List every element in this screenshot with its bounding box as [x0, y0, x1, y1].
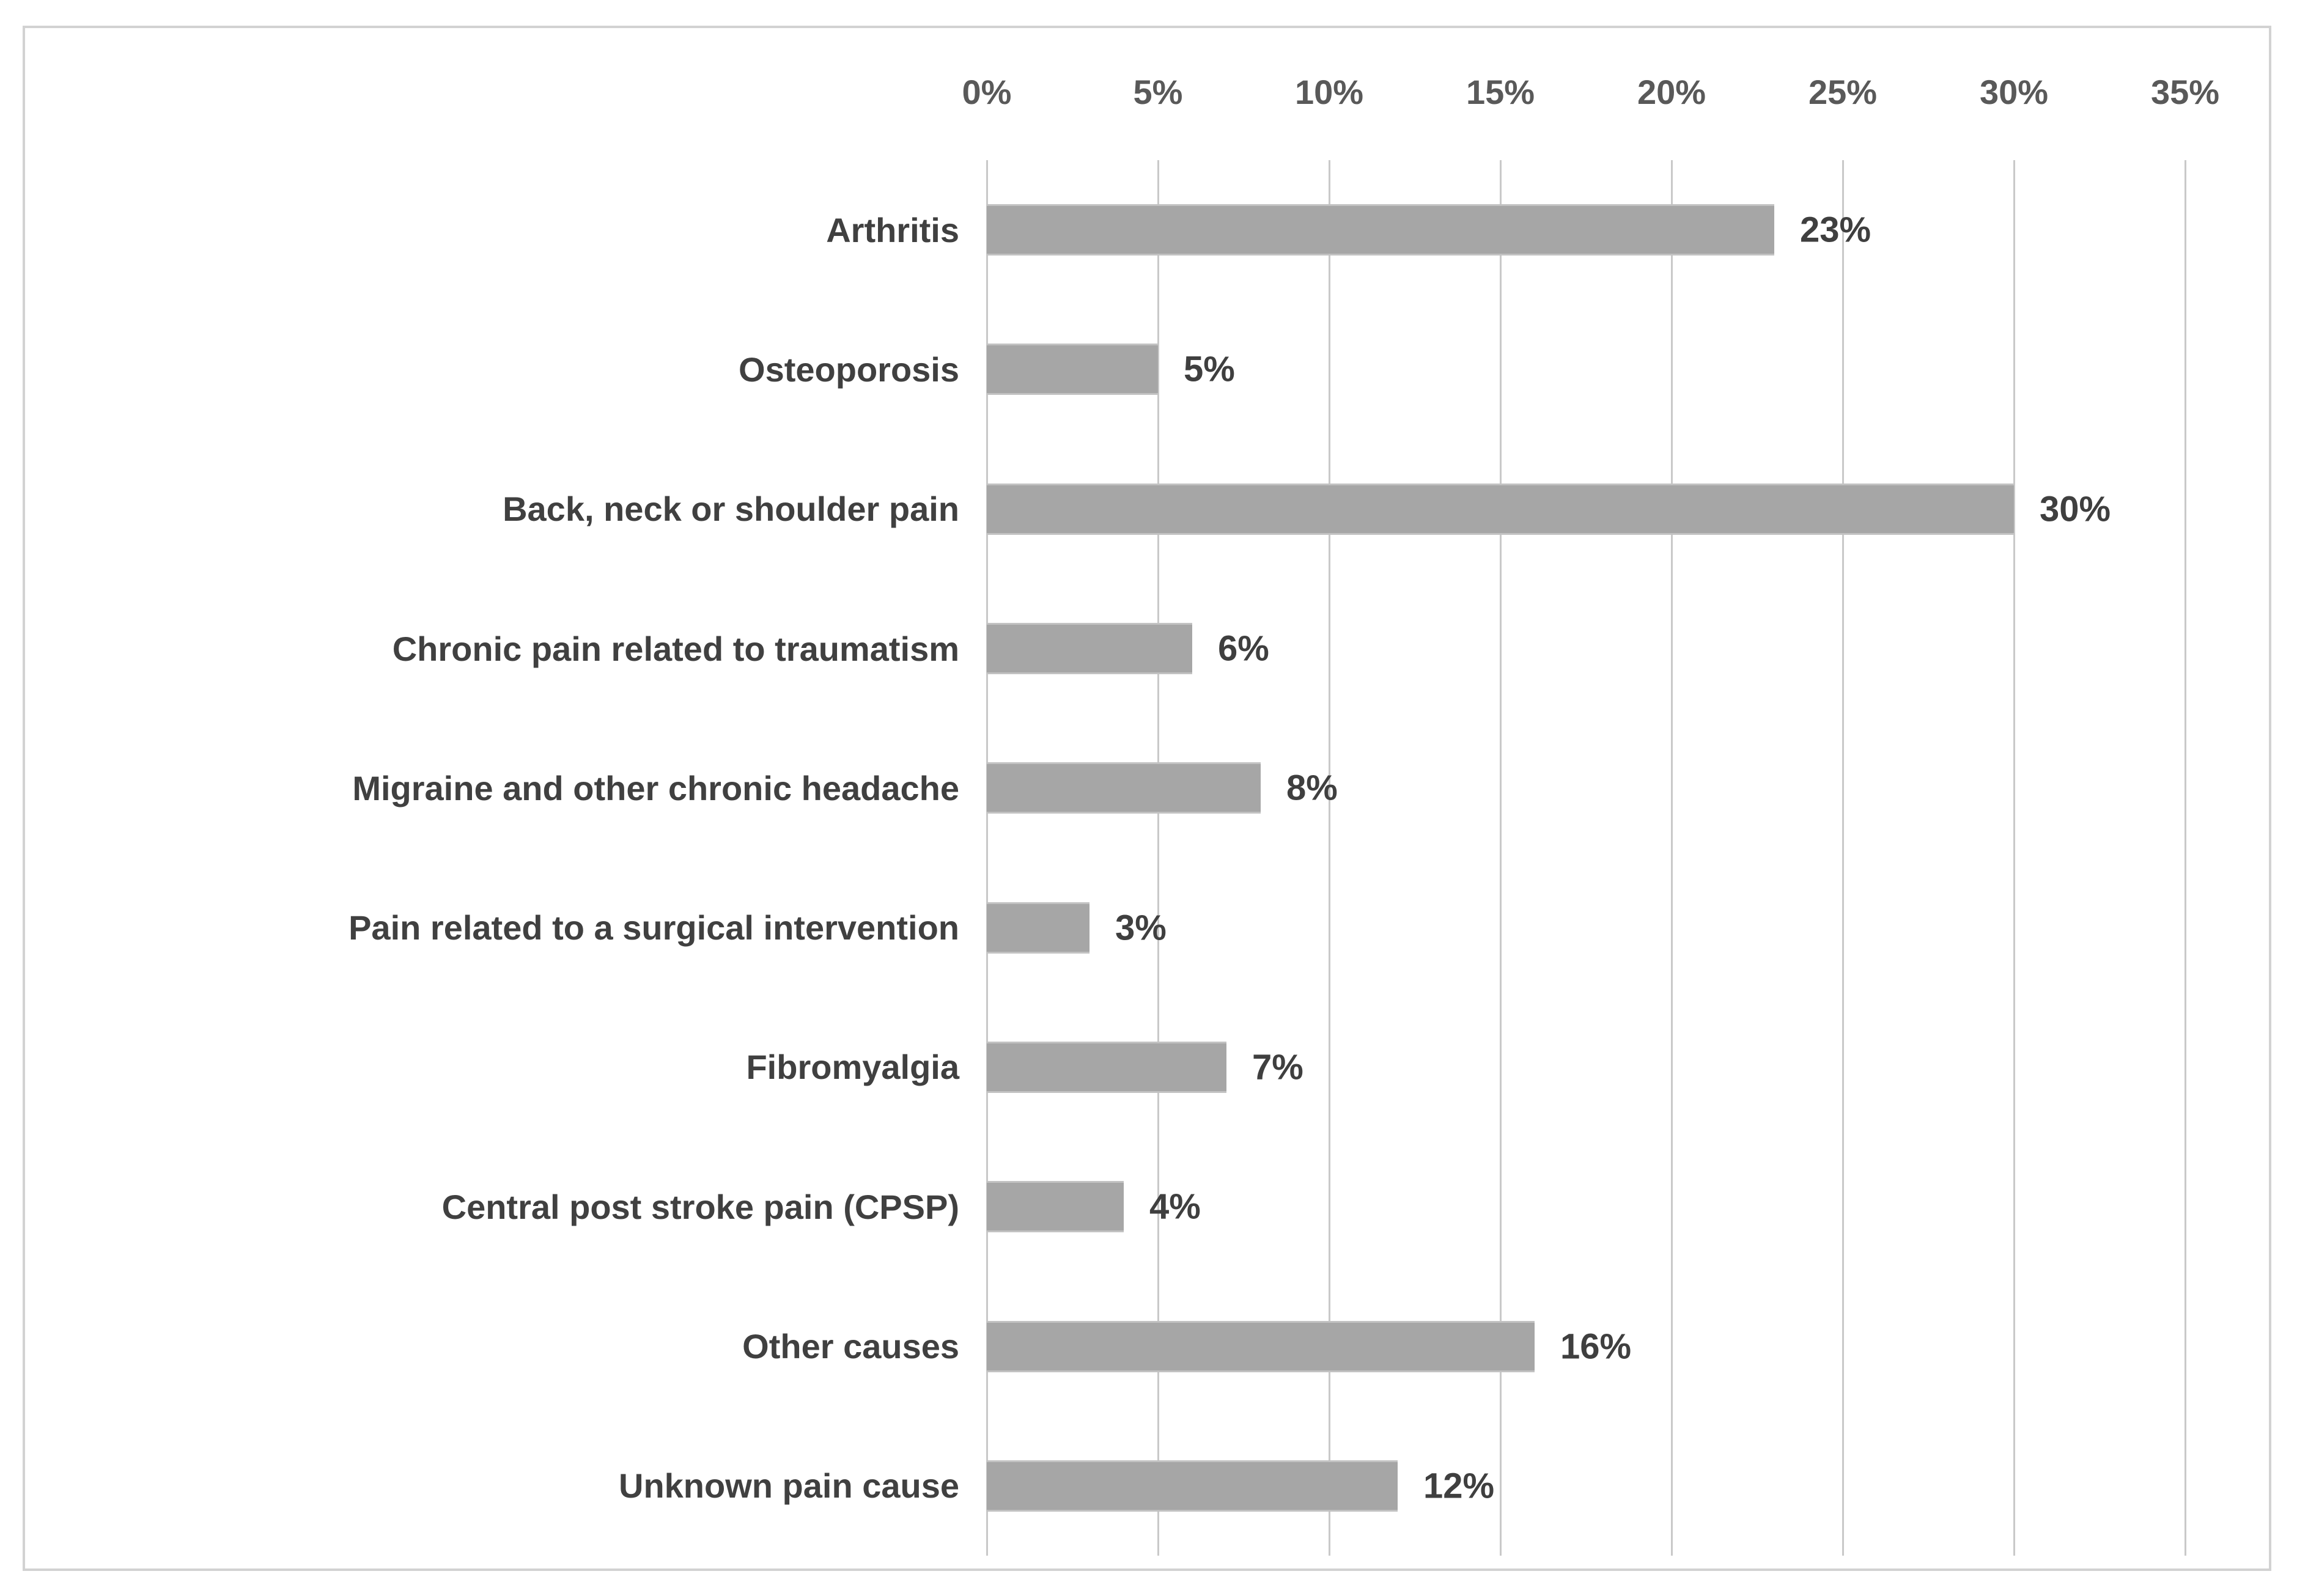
- bar-row: Pain related to a surgical intervention …: [25, 858, 2264, 997]
- category-label: Back, neck or shoulder pain: [503, 490, 959, 529]
- category-label: Central post stroke pain (CPSP): [441, 1187, 959, 1226]
- bar: [987, 1041, 1226, 1093]
- category-label: Pain related to a surgical intervention: [348, 908, 959, 947]
- bar: [987, 344, 1158, 395]
- bar: [987, 483, 2014, 535]
- bar: [987, 1320, 1535, 1372]
- bar-row: Osteoporosis 5%: [25, 300, 2264, 439]
- value-label: 5%: [1184, 349, 1235, 389]
- value-label: 30%: [2040, 489, 2111, 529]
- x-axis-tick-label: 5%: [1133, 73, 1183, 111]
- bar: [987, 623, 1192, 675]
- category-label: Osteoporosis: [739, 350, 959, 389]
- bar-row: Other causes 16%: [25, 1276, 2264, 1416]
- value-label: 7%: [1252, 1047, 1303, 1087]
- value-label: 6%: [1218, 628, 1269, 669]
- bar-track: 5%: [987, 300, 2185, 439]
- bar-row: Back, neck or shoulder pain 30%: [25, 439, 2264, 579]
- bar: [987, 762, 1261, 814]
- gridline: [986, 160, 988, 1556]
- bar-row: Chronic pain related to traumatism 6%: [25, 579, 2264, 718]
- value-label: 12%: [1423, 1466, 1495, 1506]
- bar-row: Unknown pain cause 12%: [25, 1416, 2264, 1556]
- plot-area: [986, 160, 2186, 1556]
- gridline: [2013, 160, 2015, 1556]
- x-axis-tick-label: 0%: [962, 73, 1012, 111]
- bar-track: 30%: [987, 439, 2185, 579]
- bar-rows: Arthritis 23% Osteoporosis 5% Back, neck…: [25, 160, 2264, 1556]
- bar-track: 6%: [987, 579, 2185, 718]
- bar-row: Arthritis 23%: [25, 160, 2264, 300]
- category-label: Fibromyalgia: [746, 1048, 959, 1087]
- x-axis-tick-label: 20%: [1637, 73, 1706, 111]
- bar-track: 4%: [987, 1137, 2185, 1276]
- gridline: [1157, 160, 1159, 1556]
- value-label: 4%: [1149, 1186, 1201, 1227]
- bar-chart: 0% 5% 10% 15% 20% 25% 30% 35% Arthritis 23% Ost…: [23, 26, 2271, 1571]
- category-label: Migraine and other chronic headache: [352, 768, 959, 807]
- x-axis-tick-label: 15%: [1466, 73, 1535, 111]
- gridline: [1671, 160, 1673, 1556]
- value-label: 23%: [1800, 210, 1871, 250]
- x-axis-tick-label: 30%: [1979, 73, 2049, 111]
- bar: [987, 204, 1774, 256]
- gridline: [1329, 160, 1330, 1556]
- gridline: [2185, 160, 2186, 1556]
- bar-track: 3%: [987, 858, 2185, 997]
- bar: [987, 1460, 1398, 1512]
- x-axis-tick-label: 25%: [1808, 73, 1878, 111]
- bar-track: 16%: [987, 1276, 2185, 1416]
- bar-row: Central post stroke pain (CPSP) 4%: [25, 1137, 2264, 1276]
- bar-track: 23%: [987, 160, 2185, 300]
- bar-row: Migraine and other chronic headache 8%: [25, 718, 2264, 858]
- bar-track: 8%: [987, 718, 2185, 858]
- bar: [987, 1181, 1124, 1233]
- value-label: 8%: [1286, 768, 1338, 808]
- category-label: Chronic pain related to traumatism: [392, 629, 959, 668]
- gridline: [1842, 160, 1844, 1556]
- value-label: 3%: [1115, 908, 1167, 948]
- category-label: Unknown pain cause: [619, 1466, 959, 1506]
- bar: [987, 902, 1090, 954]
- category-label: Arthritis: [826, 210, 959, 249]
- category-label: Other causes: [742, 1327, 959, 1366]
- bar-track: 7%: [987, 998, 2185, 1137]
- bar-track: 12%: [987, 1416, 2185, 1556]
- value-label: 16%: [1560, 1326, 1632, 1367]
- gridline: [1500, 160, 1502, 1556]
- x-axis-tick-label: 10%: [1294, 73, 1364, 111]
- x-axis-tick-label: 35%: [2150, 73, 2220, 111]
- bar-row: Fibromyalgia 7%: [25, 998, 2264, 1137]
- x-axis: 0% 5% 10% 15% 20% 25% 30% 35%: [962, 53, 2220, 132]
